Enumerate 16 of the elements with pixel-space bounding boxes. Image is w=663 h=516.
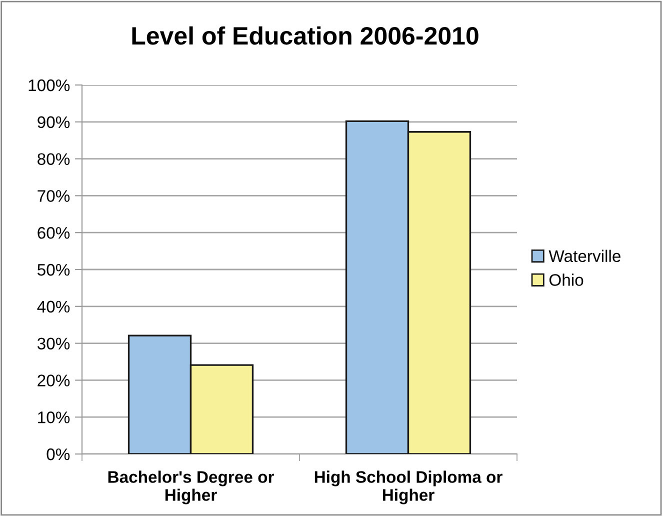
chart-title: Level of Education 2006-2010 <box>132 26 478 45</box>
y-tick-label: 20% <box>38 374 70 386</box>
y-tick-label: 50% <box>38 264 70 276</box>
y-tick-label: 0% <box>46 448 70 460</box>
y-tick-label: 90% <box>38 116 70 128</box>
x-tick-label: Bachelor's Degree or Higher <box>108 470 274 504</box>
y-tick-label: 70% <box>38 190 70 202</box>
y-tick-label: 100% <box>28 79 70 92</box>
y-tick-label: 30% <box>37 338 70 350</box>
y-tick-label: 80% <box>38 153 70 166</box>
legend-label: Waterville <box>548 250 620 262</box>
x-tick-label: High School Diploma or Higher <box>314 470 502 504</box>
y-tick-label: 60% <box>38 227 70 239</box>
y-tick-label: 40% <box>37 300 70 313</box>
y-tick-label: 10% <box>38 412 70 424</box>
legend-label: Ohio <box>549 274 584 286</box>
